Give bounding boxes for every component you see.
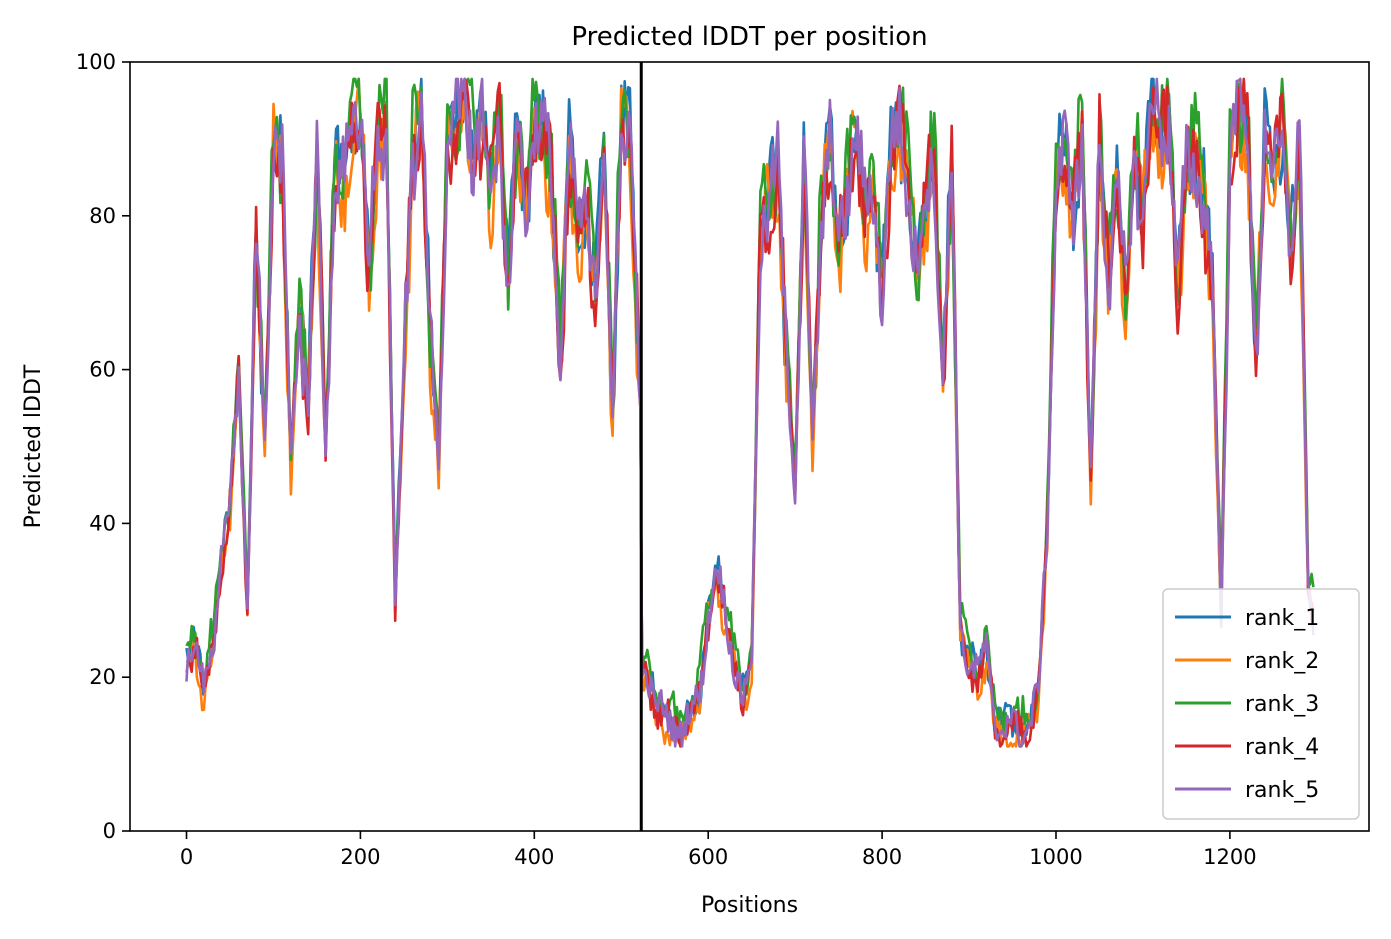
legend-box <box>1162 588 1360 820</box>
x-tick-label: 1200 <box>1203 845 1256 869</box>
y-axis-label: Predicted lDDT <box>21 364 46 528</box>
x-axis-ticks: 0 200 400 600 800 1000 1200 <box>180 831 1257 869</box>
y-tick-label: 60 <box>89 358 116 382</box>
series-layer <box>185 77 1315 748</box>
x-tick-label: 400 <box>514 845 554 869</box>
legend-label-rank-1: rank_1 <box>1245 606 1319 631</box>
legend-label-rank-2: rank_2 <box>1245 649 1319 674</box>
x-axis-label: Positions <box>701 893 798 918</box>
x-tick-label: 200 <box>340 845 380 869</box>
legend-label-rank-3: rank_3 <box>1245 692 1319 717</box>
x-tick-label: 600 <box>688 845 728 869</box>
y-tick-label: 80 <box>89 204 116 228</box>
y-axis-ticks: 0 20 40 60 80 100 <box>76 50 130 843</box>
legend: rank_1 rank_2 rank_3 rank_4 rank_5 <box>1162 588 1360 820</box>
series-line-rank-2 <box>185 77 1315 748</box>
y-tick-label: 40 <box>89 511 116 535</box>
y-tick-label: 100 <box>76 50 116 74</box>
legend-label-rank-5: rank_5 <box>1245 778 1319 803</box>
x-tick-label: 0 <box>180 845 193 869</box>
y-tick-label: 20 <box>89 665 116 689</box>
legend-label-rank-4: rank_4 <box>1245 735 1319 760</box>
series-line-rank-5 <box>185 77 1315 748</box>
y-tick-label: 0 <box>103 819 116 843</box>
chart-title: Predicted lDDT per position <box>571 22 927 52</box>
plot-frame <box>129 61 1370 832</box>
x-tick-label: 1000 <box>1029 845 1082 869</box>
x-tick-label: 800 <box>862 845 902 869</box>
